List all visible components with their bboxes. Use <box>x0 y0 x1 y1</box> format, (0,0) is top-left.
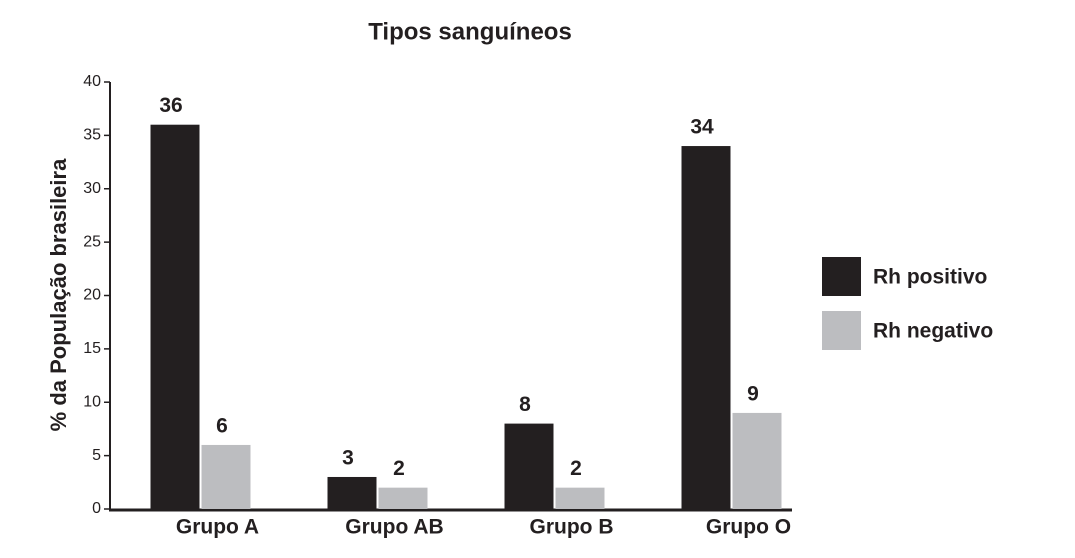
y-tick-label: 20 <box>83 287 101 304</box>
value-label: 36 <box>159 94 182 117</box>
bar <box>201 444 251 509</box>
value-label: 6 <box>216 414 228 437</box>
value-label: 2 <box>570 457 582 480</box>
bar <box>150 124 200 509</box>
value-label: 2 <box>393 457 405 480</box>
legend-swatch <box>822 257 861 296</box>
y-tick-label: 5 <box>92 447 101 464</box>
y-tick-label: 10 <box>83 393 101 410</box>
x-tick-label: Grupo A <box>176 516 259 539</box>
bar <box>732 412 782 509</box>
x-tick-label: Grupo O <box>706 516 791 539</box>
x-tick-label: Grupo AB <box>345 516 443 539</box>
y-axis-label: % da População brasileira <box>46 158 71 431</box>
chart-title: Tipos sanguíneos <box>368 18 572 45</box>
bar <box>504 423 554 509</box>
y-tick-label: 40 <box>83 73 101 90</box>
bar <box>681 146 731 510</box>
y-tick-label: 30 <box>83 180 101 197</box>
bar <box>327 476 377 509</box>
x-tick-label: Grupo B <box>530 516 614 539</box>
bar <box>555 487 605 509</box>
value-label: 34 <box>690 116 714 139</box>
legend-label: Rh negativo <box>873 320 993 343</box>
value-label: 3 <box>342 447 354 470</box>
bar <box>378 487 428 509</box>
value-label: 9 <box>747 382 759 405</box>
y-tick-label: 0 <box>92 500 101 517</box>
y-tick-label: 35 <box>83 127 101 144</box>
y-tick-label: 15 <box>83 340 101 357</box>
legend-swatch <box>822 311 861 350</box>
value-label: 8 <box>519 393 531 416</box>
legend-label: Rh positivo <box>873 266 987 289</box>
y-tick-label: 25 <box>83 233 101 250</box>
